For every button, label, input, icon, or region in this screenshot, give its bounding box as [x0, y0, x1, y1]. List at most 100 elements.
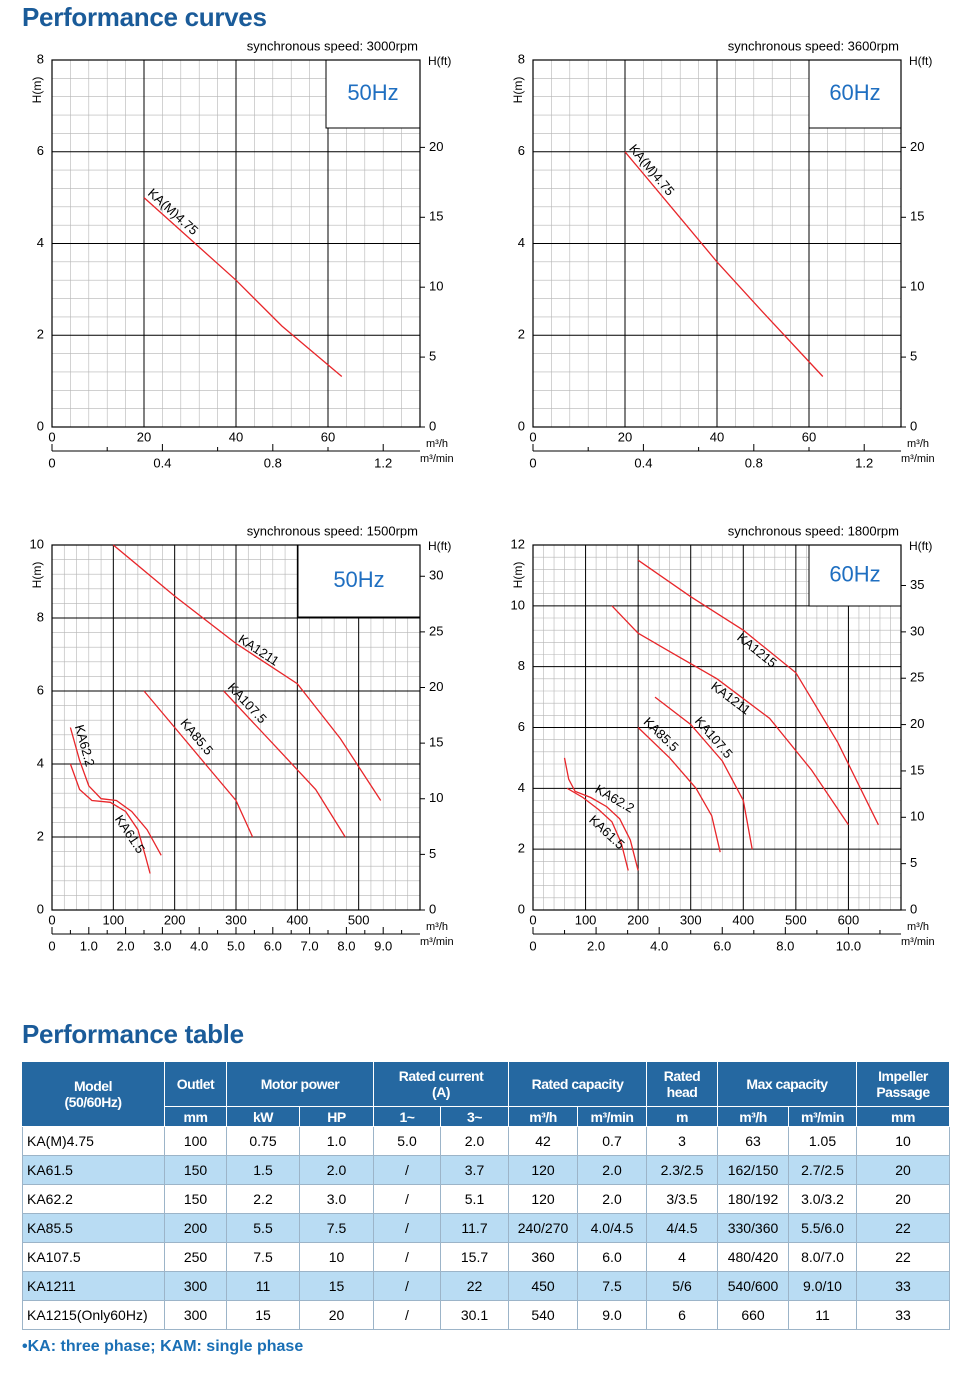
- x-tick-label: 200: [164, 912, 186, 927]
- frequency-label: 50Hz: [347, 80, 398, 105]
- y2-tick-label: 35: [910, 577, 924, 592]
- cell-text: 4/4.5: [666, 1220, 698, 1236]
- table-cell: 15: [227, 1301, 300, 1330]
- y2-tick-label: 0: [910, 901, 917, 916]
- y-axis-label: H(m): [30, 77, 44, 104]
- cell-text: 20: [328, 1307, 345, 1323]
- cell-text: 2.0: [464, 1133, 485, 1149]
- table-cell: KA107.5: [22, 1243, 165, 1272]
- table-cell: 250: [165, 1243, 227, 1272]
- x2-axis-label: m³/min: [901, 936, 935, 948]
- header-text: Rated current: [398, 1068, 484, 1084]
- table-cell: 4: [647, 1243, 718, 1272]
- cell-text: 150: [183, 1191, 208, 1207]
- y2-tick-label: 30: [910, 623, 924, 638]
- x2-axis-label: m³/min: [901, 453, 935, 465]
- y2-tick-label: 10: [910, 279, 924, 294]
- table-cell: 3.0: [300, 1185, 374, 1214]
- table-cell: 11: [789, 1301, 857, 1330]
- table-cell: 240/270: [509, 1214, 578, 1243]
- y-tick-label: 8: [37, 51, 44, 66]
- cell-text: 2.3/2.5: [660, 1162, 704, 1178]
- x-tick-label: 60: [321, 429, 335, 444]
- cell-text: 15.7: [460, 1249, 489, 1265]
- table-cell: KA62.2: [22, 1185, 165, 1214]
- y2-tick-label: 10: [910, 809, 924, 824]
- header-cell: Rated capacity: [509, 1062, 647, 1107]
- cell-text: 1.0: [326, 1133, 347, 1149]
- header-cell: Impeller Passage: [857, 1062, 950, 1107]
- header-text: Rated capacity: [531, 1076, 624, 1092]
- table-cell: /: [374, 1243, 441, 1272]
- table-cell: 11: [227, 1272, 300, 1301]
- table-cell: 11.7: [441, 1214, 509, 1243]
- x-tick-label: 500: [348, 912, 370, 927]
- frequency-box: [297, 544, 421, 618]
- table-cell: 6.0: [578, 1243, 647, 1272]
- table-cell: 5.5/6.0: [789, 1214, 857, 1243]
- frequency-box: [808, 544, 902, 607]
- frequency-label: 50Hz: [333, 567, 384, 592]
- header-text: Max capacity: [746, 1076, 828, 1092]
- table-cell: 3.0/3.2: [789, 1185, 857, 1214]
- unit-text: 1~: [399, 1108, 415, 1125]
- cell-text: 22: [895, 1220, 911, 1236]
- cell-text: 3: [678, 1133, 686, 1149]
- y2-tick-label: 5: [429, 349, 436, 364]
- table-cell: /: [374, 1156, 441, 1185]
- y2-tick-label: 30: [429, 568, 443, 583]
- cell-text: 11: [255, 1278, 271, 1294]
- cell-text: 1.05: [808, 1133, 837, 1149]
- cell-text: 4: [678, 1249, 686, 1265]
- header-text: Passage: [876, 1084, 930, 1100]
- unit-text: m³/min: [590, 1108, 634, 1125]
- table-cell: 63: [718, 1127, 789, 1156]
- cell-text: KA107.5: [27, 1249, 81, 1265]
- table-cell: KA1211: [22, 1272, 165, 1301]
- unit-cell: m³/h: [718, 1107, 789, 1127]
- x2-tick-label: 10.0: [836, 938, 861, 953]
- cell-text: 7.5: [602, 1278, 622, 1294]
- y-tick-label: 10: [511, 597, 525, 612]
- table-cell: 2.0: [441, 1127, 509, 1156]
- cell-text: 11.7: [461, 1220, 488, 1236]
- x2-tick-label: 1.2: [855, 455, 873, 470]
- y2-axis-label: H(ft): [428, 54, 451, 68]
- cell-text: 2.0: [326, 1162, 347, 1178]
- table-cell: 162/150: [718, 1156, 789, 1185]
- table-cell: 10: [300, 1243, 374, 1272]
- table-cell: 540: [509, 1301, 578, 1330]
- header-text: (A): [432, 1084, 450, 1100]
- cell-text: KA62.2: [27, 1191, 73, 1207]
- cell-text: 250: [183, 1249, 208, 1265]
- table-cell: 3: [647, 1127, 718, 1156]
- plot-border: [532, 59, 902, 428]
- y-axis-label: H(m): [511, 562, 525, 589]
- cell-text: 240/270: [517, 1220, 569, 1236]
- x-tick-label: 40: [710, 429, 724, 444]
- cell-text: 3.0/3.2: [801, 1191, 844, 1207]
- frequency-box: [808, 59, 902, 129]
- cell-text: 6.0: [602, 1249, 622, 1265]
- table-cell: 8.0/7.0: [789, 1243, 857, 1272]
- table-cell: /: [374, 1214, 441, 1243]
- table-cell: /: [374, 1185, 441, 1214]
- y-tick-label: 0: [518, 418, 525, 433]
- table-cell: 150: [165, 1156, 227, 1185]
- table-cell: KA61.5: [22, 1156, 165, 1185]
- y-tick-label: 0: [518, 901, 525, 916]
- y2-tick-label: 15: [910, 762, 924, 777]
- cell-text: 2.0: [602, 1162, 622, 1178]
- table-cell: 360: [509, 1243, 578, 1272]
- unit-cell: m³/min: [789, 1107, 857, 1127]
- table-cell: 660: [718, 1301, 789, 1330]
- header-cell: Rated current (A): [374, 1062, 509, 1107]
- table-cell: 2.0: [578, 1185, 647, 1214]
- y-tick-label: 8: [518, 658, 525, 673]
- x2-tick-label: 0: [529, 938, 536, 953]
- cell-text: 6: [678, 1307, 686, 1323]
- curve: [112, 544, 382, 801]
- table-cell: 9.0/10: [789, 1272, 857, 1301]
